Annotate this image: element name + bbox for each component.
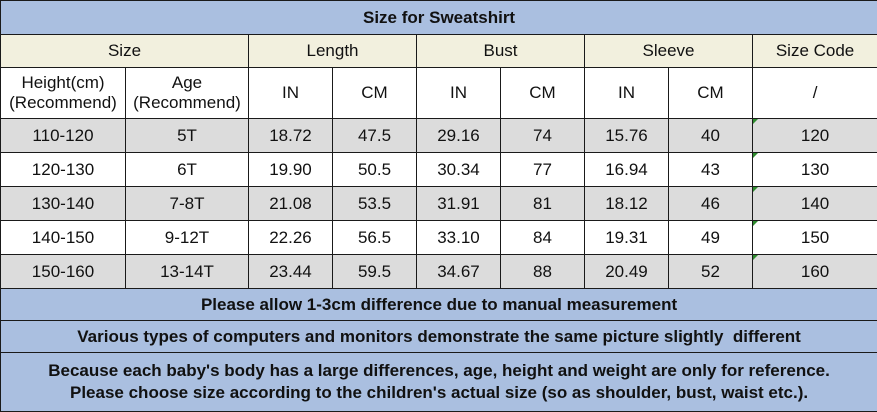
cell-length-in: 18.72 — [249, 119, 333, 153]
table-title: Size for Sweatshirt — [1, 1, 877, 35]
cell-length-in: 23.44 — [249, 255, 333, 289]
subheader-bust-cm: CM — [501, 68, 585, 119]
cell-age: 6T — [126, 153, 249, 187]
cell-sleeve-cm: 43 — [669, 153, 753, 187]
cell-bust-cm: 74 — [501, 119, 585, 153]
note-monitor-difference: Various types of computers and monitors … — [1, 321, 877, 353]
sub-header-row: Height(cm) (Recommend) Age (Recommend) I… — [1, 68, 877, 119]
cell-sleeve-cm: 46 — [669, 187, 753, 221]
note-size-reference: Because each baby's body has a large dif… — [1, 353, 877, 412]
table-row: 150-160 13-14T 23.44 59.5 34.67 88 20.49… — [1, 255, 877, 289]
cell-length-in: 21.08 — [249, 187, 333, 221]
cell-height: 150-160 — [1, 255, 126, 289]
cell-sleeve-in: 18.12 — [585, 187, 669, 221]
cell-bust-in: 29.16 — [417, 119, 501, 153]
subheader-height: Height(cm) (Recommend) — [1, 68, 126, 119]
cell-bust-cm: 88 — [501, 255, 585, 289]
note-row: Various types of computers and monitors … — [1, 321, 877, 353]
cell-size-code: 120 — [753, 119, 877, 153]
cell-age: 9-12T — [126, 221, 249, 255]
cell-bust-cm: 84 — [501, 221, 585, 255]
table-row: 120-130 6T 19.90 50.5 30.34 77 16.94 43 … — [1, 153, 877, 187]
cell-sleeve-in: 20.49 — [585, 255, 669, 289]
table-row: 140-150 9-12T 22.26 56.5 33.10 84 19.31 … — [1, 221, 877, 255]
group-length: Length — [249, 35, 417, 68]
cell-size-code: 130 — [753, 153, 877, 187]
cell-size-code: 140 — [753, 187, 877, 221]
cell-bust-in: 30.34 — [417, 153, 501, 187]
cell-length-cm: 50.5 — [333, 153, 417, 187]
subheader-age: Age (Recommend) — [126, 68, 249, 119]
note-row: Please allow 1-3cm difference due to man… — [1, 289, 877, 321]
subheader-bust-in: IN — [417, 68, 501, 119]
cell-length-in: 19.90 — [249, 153, 333, 187]
cell-height: 130-140 — [1, 187, 126, 221]
note-row: Because each baby's body has a large dif… — [1, 353, 877, 412]
group-sleeve: Sleeve — [585, 35, 753, 68]
note-manual-measurement: Please allow 1-3cm difference due to man… — [1, 289, 877, 321]
cell-sleeve-cm: 52 — [669, 255, 753, 289]
cell-length-cm: 47.5 — [333, 119, 417, 153]
subheader-sleeve-cm: CM — [669, 68, 753, 119]
title-row: Size for Sweatshirt — [1, 1, 877, 35]
subheader-length-cm: CM — [333, 68, 417, 119]
cell-length-cm: 53.5 — [333, 187, 417, 221]
cell-sleeve-cm: 40 — [669, 119, 753, 153]
cell-bust-in: 33.10 — [417, 221, 501, 255]
cell-age: 13-14T — [126, 255, 249, 289]
cell-height: 110-120 — [1, 119, 126, 153]
cell-sleeve-in: 15.76 — [585, 119, 669, 153]
cell-size-code: 160 — [753, 255, 877, 289]
table-row: 130-140 7-8T 21.08 53.5 31.91 81 18.12 4… — [1, 187, 877, 221]
group-size: Size — [1, 35, 249, 68]
cell-length-in: 22.26 — [249, 221, 333, 255]
cell-height: 120-130 — [1, 153, 126, 187]
cell-bust-cm: 81 — [501, 187, 585, 221]
cell-size-code: 150 — [753, 221, 877, 255]
cell-sleeve-in: 16.94 — [585, 153, 669, 187]
cell-bust-in: 31.91 — [417, 187, 501, 221]
subheader-sleeve-in: IN — [585, 68, 669, 119]
note-reference-line-2: Please choose size according to the chil… — [1, 382, 877, 404]
cell-sleeve-in: 19.31 — [585, 221, 669, 255]
note-reference-line-1: Because each baby's body has a large dif… — [1, 360, 877, 382]
subheader-size-code: / — [753, 68, 877, 119]
cell-bust-cm: 77 — [501, 153, 585, 187]
group-bust: Bust — [417, 35, 585, 68]
cell-length-cm: 56.5 — [333, 221, 417, 255]
cell-age: 5T — [126, 119, 249, 153]
group-size-code: Size Code — [753, 35, 877, 68]
subheader-length-in: IN — [249, 68, 333, 119]
table-row: 110-120 5T 18.72 47.5 29.16 74 15.76 40 … — [1, 119, 877, 153]
cell-bust-in: 34.67 — [417, 255, 501, 289]
cell-height: 140-150 — [1, 221, 126, 255]
cell-sleeve-cm: 49 — [669, 221, 753, 255]
group-header-row: Size Length Bust Sleeve Size Code — [1, 35, 877, 68]
cell-age: 7-8T — [126, 187, 249, 221]
cell-length-cm: 59.5 — [333, 255, 417, 289]
